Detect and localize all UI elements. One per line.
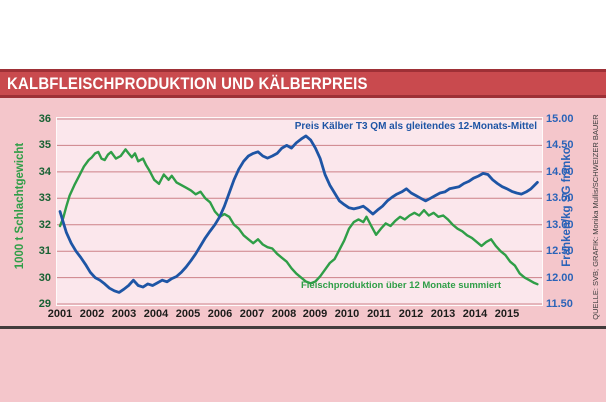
plot-svg bbox=[57, 118, 542, 305]
left-tick-label: 36 bbox=[38, 113, 51, 125]
left-tick-label: 30 bbox=[38, 272, 51, 284]
left-axis-title: 1000 t Schlachtgewicht bbox=[14, 142, 26, 270]
year-label: 2009 bbox=[302, 308, 328, 320]
left-tick-label: 32 bbox=[38, 219, 51, 231]
year-label: 2002 bbox=[79, 308, 105, 320]
left-tick-label: 29 bbox=[38, 298, 51, 310]
year-label: 2011 bbox=[367, 308, 391, 320]
left-tick-label: 31 bbox=[38, 245, 51, 257]
right-tick-label: 11.50 bbox=[546, 298, 573, 310]
title-bar: KALBFLEISCHPRODUKTION UND KÄLBERPREIS bbox=[0, 69, 606, 98]
year-label: 2008 bbox=[271, 308, 297, 320]
year-label: 2004 bbox=[143, 308, 169, 320]
year-label: 2001 bbox=[47, 308, 73, 320]
left-tick-label: 34 bbox=[38, 166, 51, 178]
right-tick-label: 15.00 bbox=[546, 113, 574, 125]
credit-line: QUELLE: SVB; GRAFIK: Monika Mullis/SCHWE… bbox=[591, 114, 600, 320]
right-tick-label: 14.50 bbox=[546, 139, 574, 151]
right-tick-label: 12.50 bbox=[546, 245, 574, 257]
year-label: 2007 bbox=[239, 308, 265, 320]
price-line bbox=[58, 134, 539, 294]
left-tick-label: 35 bbox=[38, 139, 51, 151]
right-tick-label: 14.00 bbox=[546, 166, 574, 178]
year-label: 2005 bbox=[175, 308, 201, 320]
right-tick-label: 13.00 bbox=[546, 219, 574, 231]
left-tick-label: 33 bbox=[38, 192, 51, 204]
year-label: 2012 bbox=[398, 308, 424, 320]
year-label: 2010 bbox=[334, 308, 360, 320]
year-label: 2013 bbox=[430, 308, 456, 320]
bottom-rule bbox=[0, 326, 606, 329]
plot-area bbox=[57, 118, 542, 305]
right-tick-label: 12.00 bbox=[546, 272, 574, 284]
production-series-label: Fleischproduktion über 12 Monate summier… bbox=[300, 280, 502, 291]
year-label: 2014 bbox=[462, 308, 488, 320]
page-title: KALBFLEISCHPRODUKTION UND KÄLBERPREIS bbox=[7, 74, 368, 93]
price-series-label: Preis Kälber T3 QM als gleitendes 12-Mon… bbox=[294, 121, 537, 132]
right-tick-label: 13.50 bbox=[546, 192, 574, 204]
right-axis-title: Franken/kg SG franko bbox=[561, 147, 573, 267]
year-label: 2006 bbox=[207, 308, 233, 320]
year-label: 2003 bbox=[111, 308, 137, 320]
production-line bbox=[58, 148, 539, 286]
year-label: 2015 bbox=[494, 308, 520, 320]
